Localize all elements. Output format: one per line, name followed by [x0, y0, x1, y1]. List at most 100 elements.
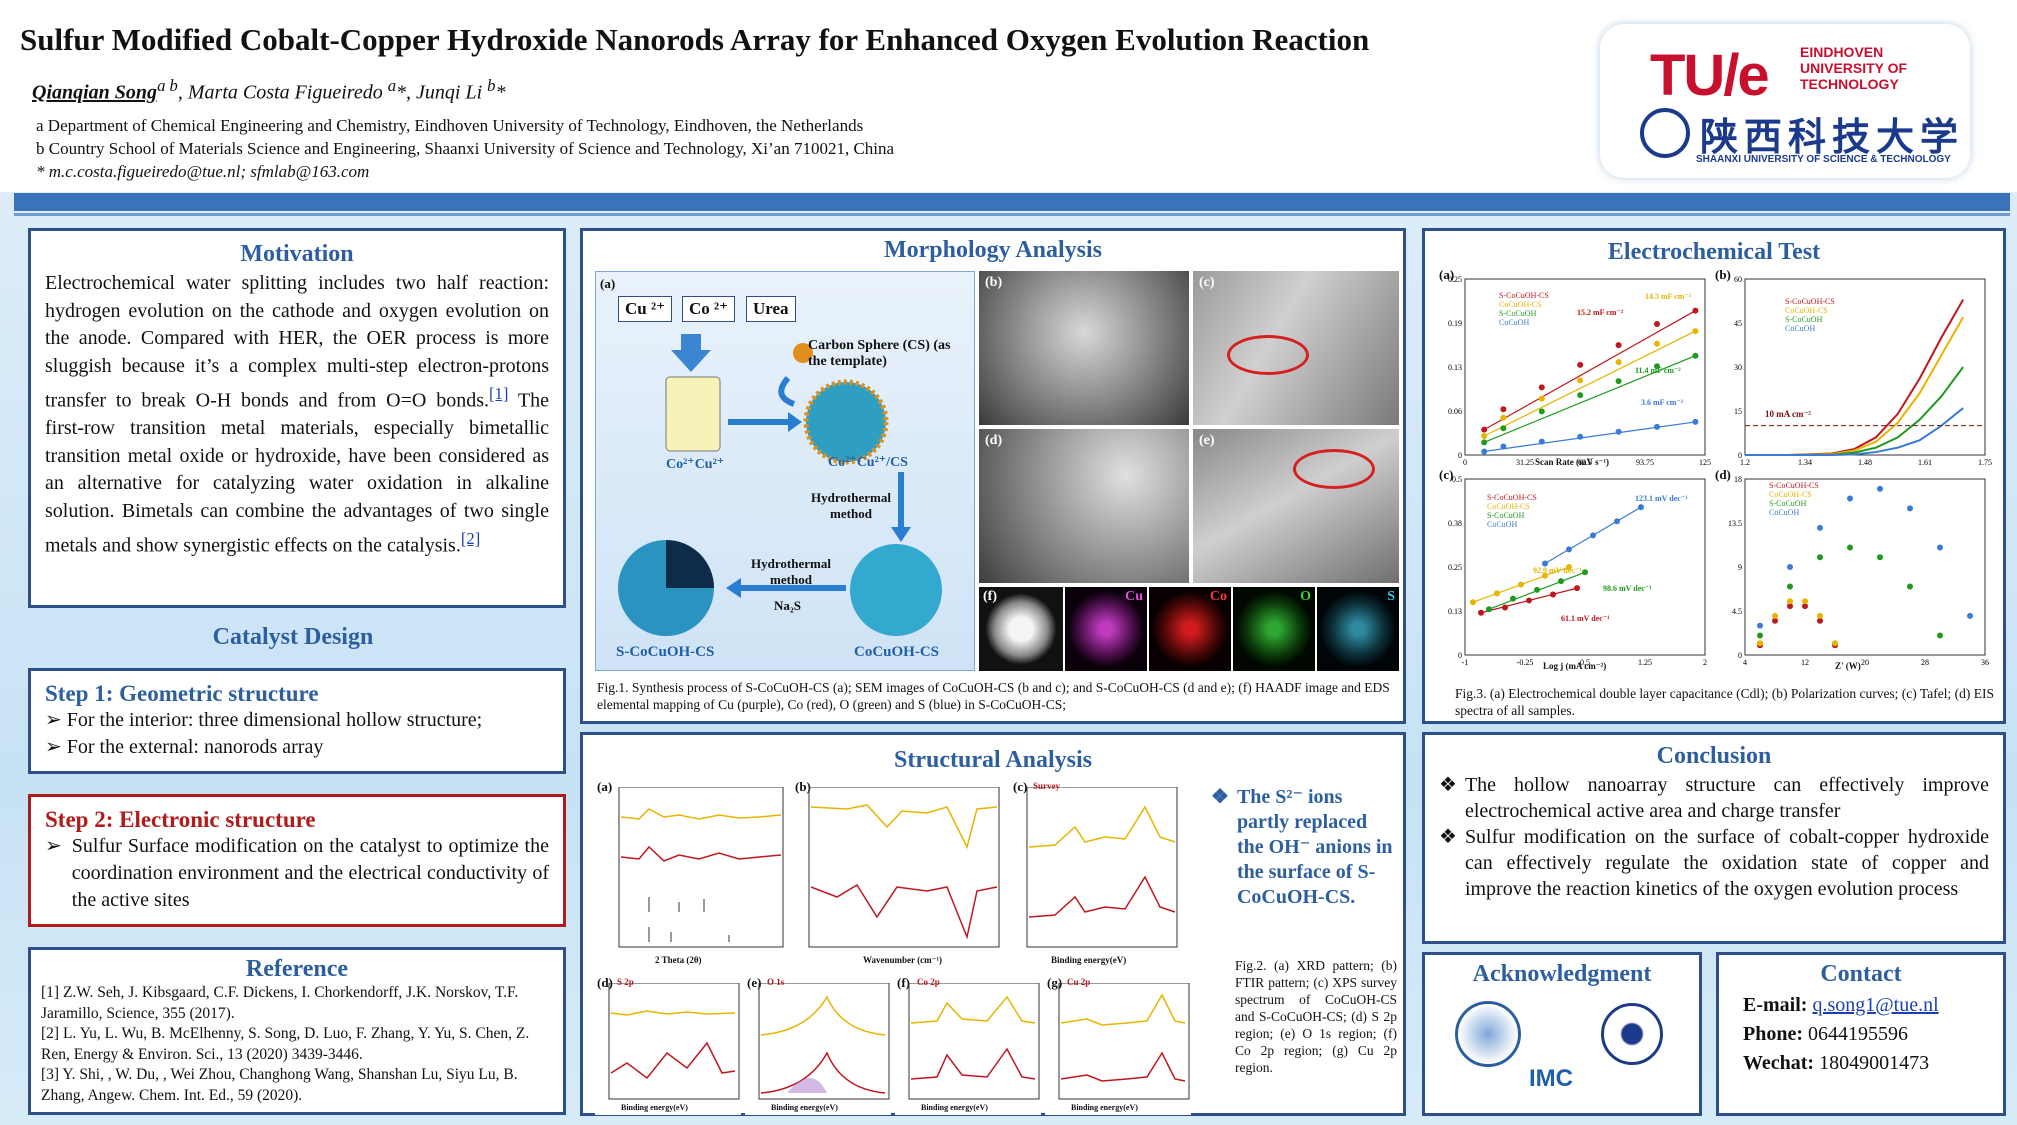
diamond-bullet-icon: ❖: [1211, 786, 1229, 808]
reference-item: [2] L. Yu, L. Wu, B. McElhenny, S. Song,…: [41, 1025, 530, 1063]
fit-line: [1483, 330, 1696, 437]
legend-entry: CoCuOH-CS: [1487, 502, 1530, 511]
citation-link-1[interactable]: [1]: [488, 384, 509, 403]
data-point: [1481, 432, 1488, 439]
data-point: [1692, 328, 1699, 335]
sem-image-d: (d): [979, 429, 1189, 583]
reference-panel: Reference [1] Z.W. Seh, J. Kibsgaard, C.…: [28, 947, 566, 1115]
header-divider-thin: [14, 213, 2010, 216]
reference-item: [3] Y. Shi, , W. Du, , Wei Zhou, Changho…: [41, 1066, 518, 1104]
xlabel: Binding energy(eV): [771, 1103, 838, 1112]
motivation-panel: Motivation Electrochemical water splitti…: [28, 228, 566, 608]
o1s-plot: (e) O 1s Binding energy(eV): [745, 975, 891, 1115]
data-point: [1654, 340, 1660, 347]
o1s-fit-peak: [787, 1078, 827, 1093]
data-point: [1577, 361, 1584, 368]
sem-label: (d): [985, 433, 1003, 448]
legend-entry: CoCuOH: [1785, 324, 1816, 333]
tue-line: EINDHOVEN: [1800, 44, 1884, 60]
step1-panel: Step 1: Geometric structure ➢ For the in…: [28, 668, 566, 774]
x-tick-label: 1.48: [1858, 458, 1872, 467]
data-point: [1787, 564, 1793, 570]
co-ion-chip: Co ²⁺: [682, 296, 736, 322]
co2p-title: Co 2p: [917, 977, 940, 987]
sem-label: (e): [1199, 433, 1215, 448]
data-point: [1481, 439, 1488, 446]
xlabel: Binding energy(eV): [621, 1103, 688, 1112]
y-tick-label: 0.25: [1448, 563, 1462, 572]
data-point: [1787, 583, 1793, 590]
y-tick-label: 0: [1738, 451, 1742, 460]
data-point: [1654, 363, 1660, 370]
ref-line-label: 10 mA cm⁻²: [1765, 409, 1811, 419]
header-divider: [14, 193, 2010, 211]
cs-template-label: Carbon Sphere (CS) (as the template): [808, 338, 951, 369]
chart-label-a: (a): [1439, 267, 1455, 282]
eds-map-o: O: [1233, 587, 1315, 671]
s2p-series-sulfur: [610, 1041, 736, 1080]
y-tick-label: 0.38: [1448, 519, 1462, 528]
plot-frame: [808, 787, 1000, 948]
electrochem-panel: Electrochemical Test 0 0 31.25 0.06 62.5 0.13…: [1422, 228, 2006, 724]
plot-frame: [618, 787, 784, 948]
scheme-graphics: [618, 334, 942, 636]
conclusion-panel: Conclusion ❖ The hollow nanoarray structu…: [1422, 732, 2006, 944]
data-point: [1817, 612, 1823, 619]
x-tick-label: 31.25: [1516, 458, 1534, 467]
s2p-title: S 2p: [617, 977, 634, 987]
data-point: [1907, 583, 1913, 590]
cdl-annot: 11.4 mF cm⁻²: [1635, 366, 1681, 375]
tue-logo: TU/e: [1650, 43, 1770, 108]
data-point: [1937, 544, 1943, 551]
email-label: E-mail:: [1743, 994, 1813, 1016]
x-tick-label: 1.75: [1978, 458, 1992, 467]
chart-label-b: (b): [1715, 267, 1731, 282]
curved-arrow-icon: [778, 376, 796, 407]
y-tick-label: 0.25: [1448, 275, 1462, 284]
email-link[interactable]: q.song1@tue.nl: [1812, 994, 1939, 1016]
data-point: [1817, 617, 1823, 624]
step1-item: ➢ For the interior: three dimensional ho…: [45, 709, 483, 731]
data-point: [1577, 377, 1584, 384]
data-point: [1481, 426, 1488, 433]
data-point: [1817, 554, 1823, 561]
acknowledgment-title: Acknowledgment: [1472, 961, 1652, 987]
y-tick-label: 0.13: [1448, 363, 1462, 372]
presenting-author: Qianqian Song: [32, 81, 158, 104]
data-point: [1500, 425, 1507, 432]
cdl-annot: 3.6 mF cm⁻²: [1641, 398, 1684, 407]
y-tick-label: 0: [1738, 651, 1742, 660]
legend-entry: CoCuOH-CS: [1785, 306, 1828, 315]
y-tick-label: 15: [1734, 407, 1742, 416]
data-point: [1847, 544, 1853, 551]
x-tick-label: -1: [1462, 658, 1469, 667]
data-point: [1757, 622, 1763, 629]
author-sup: a b: [157, 76, 178, 95]
tue-logo-text: EINDHOVEN UNIVERSITY OF TECHNOLOGY: [1800, 44, 1907, 92]
data-point: [1907, 505, 1913, 512]
data-point: [1817, 524, 1823, 531]
data-point: [1500, 406, 1507, 413]
structural-title: Structural Analysis: [893, 747, 1093, 773]
citation-link-2[interactable]: [2]: [460, 529, 481, 549]
data-point: [1967, 612, 1973, 619]
data-point: [1481, 448, 1488, 455]
hydrothermal-label-1: Hydrothermal method: [811, 490, 891, 521]
fit-line: [1484, 421, 1696, 453]
cdl-annot: 15.2 mF cm⁻²: [1577, 308, 1624, 317]
sem-image-c: (c): [1193, 271, 1399, 425]
data-point: [1877, 485, 1883, 492]
s-cocuoh-cs-label: S-CoCuOH-CS: [616, 644, 715, 660]
sem-label: (b): [985, 275, 1003, 290]
data-point: [1692, 307, 1699, 314]
chart-frame: [1744, 278, 1986, 456]
xrd-plot: (a) 2 Theta (2θ): [595, 779, 785, 969]
plot-frame: [608, 983, 740, 1100]
university-logos: TU/e EINDHOVEN UNIVERSITY OF TECHNOLOGY …: [1600, 24, 1970, 178]
urea-chip: Urea: [746, 296, 796, 322]
author-sup: a: [387, 76, 397, 95]
fit-line: [1488, 571, 1586, 610]
hollow-cutaway: [666, 540, 714, 588]
eds-map-cu: Cu: [1065, 587, 1147, 671]
